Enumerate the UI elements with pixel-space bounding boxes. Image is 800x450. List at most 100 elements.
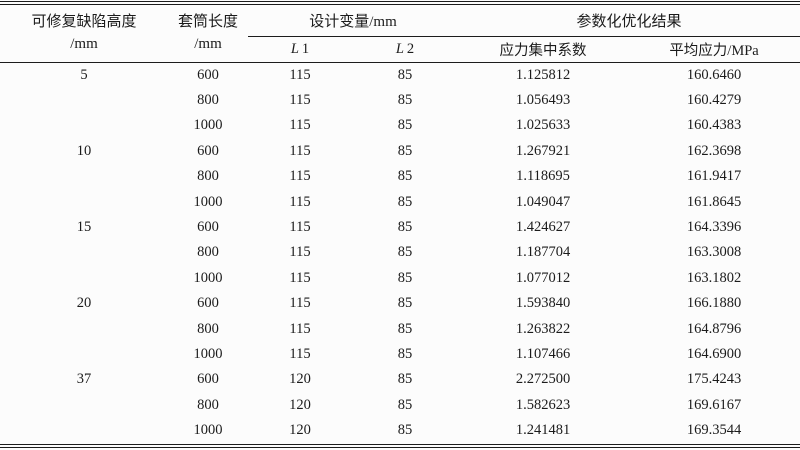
table-cell: 2.272500	[515, 371, 571, 388]
table-cell	[0, 113, 168, 138]
table-cell: 1.424627	[515, 218, 571, 235]
table-cell: 115	[289, 345, 311, 362]
table-cell: 85	[397, 320, 413, 337]
table-cell: 120	[289, 371, 311, 388]
table-cell: 1.187704	[515, 244, 571, 261]
l1-index: 1	[301, 40, 310, 57]
table-cell: 600	[197, 66, 219, 83]
table-cell: 1000	[193, 193, 223, 210]
header-sleeve-length-label: 套筒长度	[177, 13, 238, 30]
table-cell: 115	[289, 142, 311, 159]
header-group-design-vars: 设计变量/mm	[309, 13, 397, 30]
header-defect-height-unit: /mm	[70, 36, 98, 53]
table-cell	[0, 393, 168, 418]
table-cell: 1.077012	[515, 269, 571, 286]
table-cell: 161.8645	[686, 193, 742, 210]
table-cell: 85	[397, 244, 413, 261]
table-cell	[0, 317, 168, 342]
table-cell: 164.6900	[686, 345, 742, 362]
table-cell: 85	[397, 345, 413, 362]
table-row: 800 120 85 1.582623 169.6167	[0, 393, 800, 418]
table-row: 15 600 115 85 1.424627 164.3396	[0, 215, 800, 240]
table-row: 800 115 85 1.187704 163.3008	[0, 240, 800, 265]
table-cell: 115	[289, 91, 311, 108]
table-row: 5 600 115 85 1.125812 160.6460	[0, 62, 800, 88]
table-cell: 1.107466	[515, 345, 571, 362]
l2-symbol: L	[395, 40, 404, 57]
table-row: 1000 115 85 1.077012 163.1802	[0, 266, 800, 291]
table-cell: 85	[397, 193, 413, 210]
table-cell	[0, 190, 168, 215]
table-cell	[0, 266, 168, 291]
table-cell: 1.118695	[516, 168, 570, 185]
header-average-stress: 平均应力/MPa	[628, 35, 800, 63]
table-cell: 85	[397, 168, 413, 185]
table-cell: 163.3008	[686, 244, 742, 261]
header-sleeve-length: 套筒长度 /mm	[168, 5, 248, 63]
table-cell: 85	[397, 371, 413, 388]
table-cell: 15	[76, 218, 92, 235]
table-cell: 115	[289, 320, 311, 337]
table-cell: 85	[397, 91, 413, 108]
table-cell: 800	[197, 396, 219, 413]
table-row: 800 115 85 1.118695 161.9417	[0, 164, 800, 189]
table-cell: 162.3698	[686, 142, 742, 159]
table-cell: 120	[289, 396, 311, 413]
table-cell: 600	[197, 295, 219, 312]
table-cell: 115	[289, 117, 311, 134]
table-row: 1000 115 85 1.107466 164.6900	[0, 342, 800, 367]
header-defect-height-label: 可修复缺陷高度	[31, 13, 137, 30]
table-cell: 85	[397, 269, 413, 286]
table-cell: 1.593840	[515, 295, 571, 312]
table-row: 800 115 85 1.263822 164.8796	[0, 317, 800, 342]
header-defect-height: 可修复缺陷高度 /mm	[0, 5, 168, 63]
table-cell: 800	[197, 320, 219, 337]
table-cell: 120	[289, 422, 311, 439]
header-group-optimization-results: 参数化优化结果	[576, 13, 682, 30]
table-cell: 115	[289, 269, 311, 286]
table-cell: 1000	[193, 422, 223, 439]
table-cell: 85	[397, 422, 413, 439]
header-stress-concentration: 应力集中系数	[458, 35, 629, 63]
table-cell: 10	[76, 142, 92, 159]
table-cell: 1000	[193, 345, 223, 362]
table-cell: 1.125812	[515, 66, 571, 83]
table-cell: 600	[197, 142, 219, 159]
table-row: 20 600 115 85 1.593840 166.1880	[0, 291, 800, 316]
table-cell: 1.263822	[515, 320, 571, 337]
table-cell: 115	[289, 193, 311, 210]
table-cell	[0, 164, 168, 189]
table-cell: 163.1802	[686, 269, 742, 286]
table-cell: 1.025633	[515, 117, 571, 134]
l2-index: 2	[406, 40, 415, 57]
table-cell: 169.6167	[686, 396, 742, 413]
table-cell	[0, 240, 168, 265]
table-cell	[0, 88, 168, 113]
table-cell: 161.9417	[686, 168, 742, 185]
table-cell: 164.8796	[686, 320, 742, 337]
table-cell: 800	[197, 168, 219, 185]
table-cell: 800	[197, 244, 219, 261]
table-cell: 85	[397, 66, 413, 83]
table-cell: 160.4279	[686, 91, 742, 108]
table-cell: 37	[76, 371, 92, 388]
l1-symbol: L	[290, 40, 299, 57]
table-cell: 115	[289, 66, 311, 83]
table-cell: 175.4243	[686, 371, 742, 388]
table-cell: 20	[76, 295, 92, 312]
table-cell	[0, 342, 168, 367]
table-row: 37 600 120 85 2.272500 175.4243	[0, 367, 800, 392]
table-row: 1000 115 85 1.025633 160.4383	[0, 113, 800, 138]
table-cell: 160.6460	[686, 66, 742, 83]
table-cell: 115	[289, 295, 311, 312]
table-cell: 85	[397, 295, 413, 312]
table-cell: 115	[289, 244, 311, 261]
header-sleeve-length-unit: /mm	[194, 36, 222, 53]
header-row-groups: 可修复缺陷高度 /mm 套筒长度 /mm 设计变量/mm 参数化优化结果	[0, 5, 800, 63]
table-cell: 85	[397, 218, 413, 235]
table-cell: 1.049047	[515, 193, 571, 210]
